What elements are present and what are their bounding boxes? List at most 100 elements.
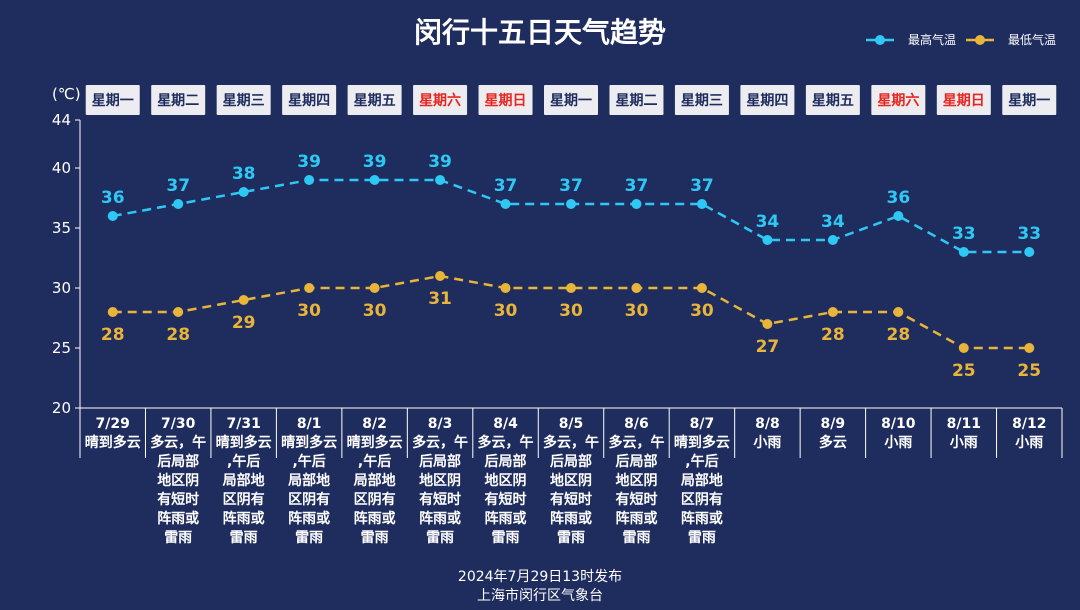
- x-date-label: 8/12: [1012, 416, 1046, 432]
- x-date-label: 7/30: [161, 416, 196, 432]
- weather-desc-line: 阵雨或: [223, 510, 265, 527]
- weather-desc-line: 地区阴: [419, 472, 461, 489]
- high-temp-point: [1024, 247, 1035, 257]
- low-temp-point: [173, 307, 184, 317]
- weather-desc-line: 阵雨或: [550, 510, 592, 527]
- axes: 20 25 30 35 40 44: [52, 111, 1063, 458]
- high-temp-label: 33: [1017, 224, 1041, 244]
- low-temp-line: [112, 274, 1030, 350]
- weather-desc-line: 阵雨或: [681, 510, 723, 527]
- weekday-box: [871, 85, 926, 115]
- x-date-label: 8/11: [947, 416, 981, 432]
- footer-station: 上海市闵行区气象台: [477, 587, 603, 604]
- high-temp-point: [762, 235, 773, 245]
- low-temp-label: 30: [494, 301, 518, 321]
- weather-desc-line: 有短时: [485, 491, 527, 508]
- low-temp-label: 30: [625, 301, 649, 321]
- low-temp-label: 25: [952, 361, 976, 381]
- weather-desc-line: 阵雨或: [157, 510, 199, 527]
- x-date-label: 8/4: [493, 416, 518, 432]
- high-temp-label: 37: [166, 176, 190, 196]
- low-temp-label: 30: [559, 301, 583, 321]
- weekday-box: [216, 85, 271, 115]
- weather-desc-line: 雷雨: [426, 529, 454, 546]
- weekday-box: [85, 85, 140, 115]
- weather-desc-line: 有短时: [615, 491, 657, 508]
- weather-desc-line: 晴到多云: [85, 434, 141, 451]
- low-temp-label: 25: [1017, 361, 1041, 381]
- low-temp-label: 28: [886, 325, 910, 345]
- high-temp-point: [893, 211, 904, 221]
- low-temp-point: [893, 307, 904, 317]
- weekday-label: 星期日: [943, 93, 985, 109]
- weather-desc-line: ,午后: [227, 453, 260, 470]
- low-temp-point: [369, 283, 380, 293]
- weather-desc-line: 阵雨或: [485, 510, 527, 527]
- weekday-label: 星期二: [615, 93, 657, 109]
- weather-desc-line: 后局部: [615, 453, 657, 470]
- weather-desc-line: 雷雨: [361, 529, 389, 546]
- weekday-label: 星期一: [92, 93, 134, 109]
- high-temp-point: [500, 199, 511, 209]
- high-temp-point: [958, 247, 969, 257]
- low-temp-point: [762, 319, 773, 329]
- high-temp-point: [369, 175, 380, 185]
- low-temp-label: 27: [756, 337, 780, 357]
- weather-desc-line: 多云，午: [150, 434, 206, 451]
- y-tick-label: 30: [52, 279, 71, 297]
- weather-desc-line: 小雨: [1015, 435, 1043, 451]
- x-date-label: 7/29: [96, 416, 130, 432]
- high-temp-point: [304, 175, 315, 185]
- x-date-label: 8/2: [362, 416, 387, 432]
- low-temp-point: [1024, 343, 1035, 353]
- high-temp-label: 39: [297, 152, 321, 172]
- high-temp-point: [435, 175, 446, 185]
- low-temp-label: 28: [101, 325, 125, 345]
- legend: 最高气温 最低气温: [866, 32, 1056, 47]
- high-temp-label: 39: [363, 152, 387, 172]
- weather-desc-line: 多云，午: [412, 434, 468, 451]
- low-temp-point: [238, 295, 249, 305]
- weather-desc-line: 小雨: [950, 435, 978, 451]
- x-date-label: 8/6: [624, 416, 649, 432]
- weather-desc-line: 多云，午: [543, 434, 599, 451]
- weather-desc-line: 局部地: [681, 472, 723, 489]
- weather-desc-line: 阵雨或: [354, 510, 396, 527]
- high-temp-label: 33: [952, 224, 976, 244]
- weather-desc-line: 雷雨: [230, 529, 258, 546]
- weather-desc-line: 小雨: [753, 435, 781, 451]
- low-temp-label: 29: [232, 313, 256, 333]
- weather-desc-line: 后局部: [550, 453, 592, 470]
- weather-desc-line: 阵雨或: [615, 510, 657, 527]
- x-date-label: 8/8: [755, 416, 780, 432]
- high-temp-label: 34: [821, 212, 845, 232]
- weekday-row: 星期一 星期二 星期三 星期四 星期五 星期六 星期日 星期一 星期二 星期三 星期四 星期五 星期六 星…: [85, 85, 1057, 115]
- y-tick-label: 40: [52, 159, 71, 177]
- series-points: [107, 175, 1035, 353]
- chart-title: 闵行十五日天气趋势: [414, 16, 666, 49]
- low-temp-point: [958, 343, 969, 353]
- x-date-label: 8/1: [297, 416, 322, 432]
- low-temp-label: 30: [690, 301, 714, 321]
- weather-desc-line: 小雨: [884, 435, 912, 451]
- weekday-box: [478, 85, 533, 115]
- low-temp-point: [696, 283, 707, 293]
- weekday-box: [740, 85, 795, 115]
- weather-desc-line: ,午后: [685, 453, 718, 470]
- weather-desc-line: 地区阴: [157, 472, 199, 489]
- weather-desc-line: 局部地: [354, 472, 396, 489]
- high-temp-label: 37: [690, 176, 714, 196]
- weather-desc-line: 区阴有: [354, 491, 396, 508]
- x-date-label: 8/7: [690, 416, 715, 432]
- weather-desc-line: 后局部: [485, 453, 527, 470]
- legend-high-marker: [875, 35, 885, 45]
- weather-desc-line: ,午后: [358, 453, 391, 470]
- weekday-label: 星期六: [419, 92, 461, 109]
- weather-desc-line: 雷雨: [295, 529, 323, 546]
- legend-high-label: 最高气温: [908, 32, 956, 47]
- weather-desc-line: 区阴有: [681, 491, 723, 508]
- low-temp-label: 28: [821, 325, 845, 345]
- low-temp-point: [827, 307, 838, 317]
- y-tick-label: 44: [52, 111, 71, 129]
